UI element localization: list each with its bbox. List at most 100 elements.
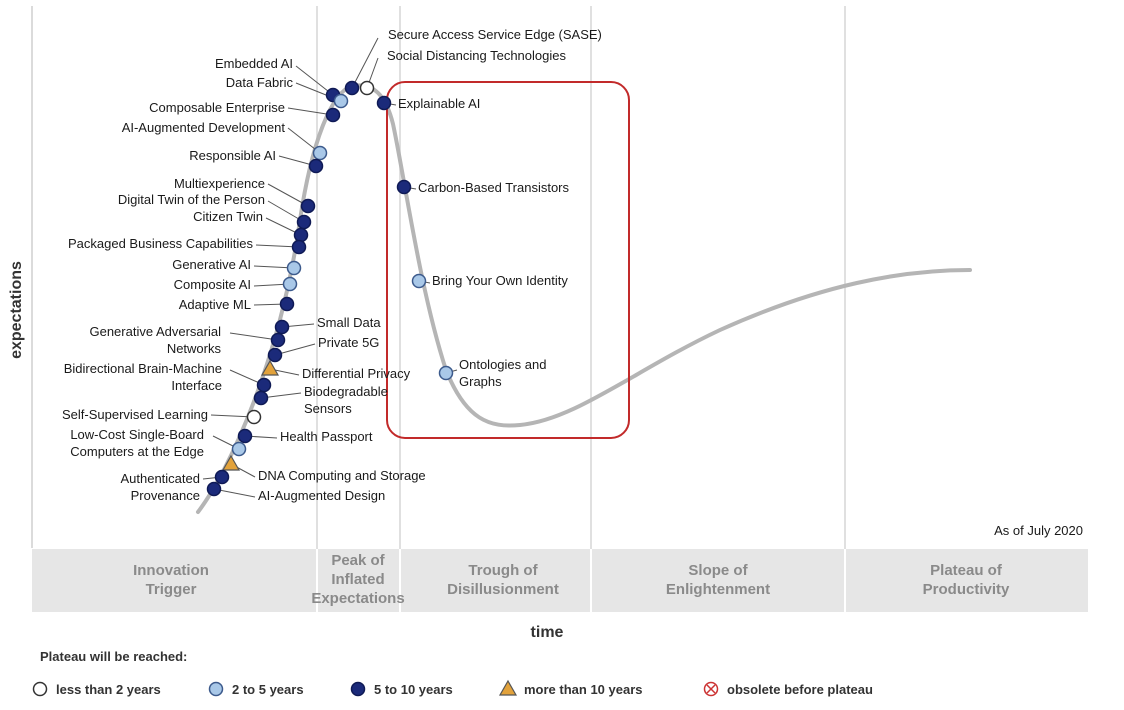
label-citizen-twin: Citizen Twin	[193, 209, 263, 224]
point-carbon-based-transistors	[396, 179, 412, 195]
leader-generative-adversarial-networks	[229, 332, 279, 341]
phase-line: Expectations	[311, 590, 404, 607]
label-line: Digital Twin of the Person	[118, 192, 265, 207]
point-packaged-business-capabilities	[291, 239, 307, 255]
label-carbon-based-transistors: Carbon-Based Transistors	[418, 180, 570, 195]
x-axis-title: time	[531, 624, 564, 641]
label-line: Graphs	[459, 374, 502, 389]
phase-line: Slope of	[688, 562, 748, 579]
point-differential-privacy	[260, 359, 280, 376]
label-ai-augmented-development: AI-Augmented Development	[122, 120, 286, 135]
point-low-cost-single-board-computers-at-the-edge	[231, 441, 247, 457]
label-line: Bring Your Own Identity	[432, 273, 568, 288]
label-digital-twin-of-the-person: Digital Twin of the Person	[118, 192, 265, 207]
label-generative-adversarial-networks: Generative Adversarial Networks	[89, 324, 221, 356]
label-line: Composable Enterprise	[149, 100, 285, 115]
phase-line: Trough of	[468, 562, 538, 579]
label-line: Sensors	[304, 401, 352, 416]
label-social-distancing-technologies: Social Distancing Technologies	[387, 48, 566, 63]
legend-title: Plateau will be reached:	[40, 649, 187, 664]
label-line: Generative AI	[172, 257, 251, 272]
legend-item-obsolete: obsolete before plateau	[703, 681, 873, 697]
label-authenticated-provenance: Authenticated Provenance	[120, 471, 200, 503]
legend-marker-cross	[706, 684, 716, 694]
point-generative-adversarial-networks	[270, 332, 286, 348]
point-bring-your-own-identity	[411, 273, 427, 289]
legend-label: more than 10 years	[524, 682, 643, 697]
tech-labels: Secure Access Service Edge (SASE) Social …	[62, 27, 602, 503]
label-data-fabric: Data Fabric	[226, 75, 294, 90]
label-line: Secure Access Service Edge (SASE)	[388, 27, 602, 42]
label-line: Computers at the Edge	[70, 444, 204, 459]
phase-innovation-trigger: Innovation Trigger	[133, 562, 209, 598]
label-line: Multiexperience	[174, 176, 265, 191]
label-line: Provenance	[131, 488, 200, 503]
label-bring-your-own-identity: Bring Your Own Identity	[432, 273, 568, 288]
label-multiexperience: Multiexperience	[174, 176, 265, 191]
leader-embedded-ai	[295, 65, 334, 96]
label-ai-augmented-design: AI-Augmented Design	[258, 488, 385, 503]
point-ai-augmented-development	[312, 145, 328, 161]
label-health-passport: Health Passport	[280, 429, 373, 444]
point-responsible-ai	[308, 158, 324, 174]
point-bidirectional-brain-machine-interface	[256, 377, 272, 393]
point-citizen-twin	[293, 227, 309, 243]
leader-composable-enterprise	[287, 107, 334, 116]
phase-plateau-of-productivity: Plateau of Productivity	[923, 562, 1010, 598]
legend-label: obsolete before plateau	[727, 682, 873, 697]
label-explainable-ai: Explainable AI	[398, 96, 480, 111]
y-axis-title: expectations	[8, 261, 25, 359]
highlight-rectangle	[386, 81, 630, 439]
chart-frame	[31, 6, 846, 612]
label-responsible-ai: Responsible AI	[189, 148, 276, 163]
label-line: Carbon-Based Transistors	[418, 180, 570, 195]
legend-marker	[350, 681, 366, 697]
point-data-fabric	[333, 93, 349, 109]
phase-line: Plateau of	[930, 562, 1003, 579]
label-line: Small Data	[317, 315, 381, 330]
point-digital-twin-of-the-person	[296, 214, 312, 230]
label-line: Biodegradable	[304, 384, 388, 399]
point-composable-enterprise	[325, 107, 341, 123]
legend-marker	[32, 681, 48, 697]
phase-line: Trigger	[146, 581, 197, 598]
phase-trough-of-disillusionment: Trough of Disillusionment	[447, 562, 559, 598]
phase-line: Disillusionment	[447, 581, 559, 598]
point-self-supervised-learning	[246, 409, 262, 425]
phase-band-background	[32, 549, 1088, 612]
point-private-5g	[267, 347, 283, 363]
label-line: Adaptive ML	[179, 297, 251, 312]
label-differential-privacy: Differential Privacy	[302, 366, 411, 381]
label-line: Bidirectional Brain-Machine	[64, 361, 222, 376]
label-packaged-business-capabilities: Packaged Business Capabilities	[68, 236, 253, 251]
label-line: Networks	[167, 341, 222, 356]
legend-item-2to5: 2 to 5 years	[208, 681, 304, 697]
leader-multiexperience	[267, 183, 309, 207]
point-biodegradable-sensors	[253, 390, 269, 406]
point-ai-augmented-design	[206, 481, 222, 497]
point-generative-ai	[286, 260, 302, 276]
legend-marker	[208, 681, 224, 697]
label-line: Packaged Business Capabilities	[68, 236, 253, 251]
label-line: Health Passport	[280, 429, 373, 444]
point-explainable-ai	[376, 95, 392, 111]
label-line: Low-Cost Single-Board	[70, 427, 204, 442]
label-line: Composite AI	[174, 277, 251, 292]
leader-secure-access-service-edge-sase	[351, 37, 379, 89]
label-line: Interface	[171, 378, 222, 393]
label-composite-ai: Composite AI	[174, 277, 251, 292]
legend-item-gt10: more than 10 years	[498, 679, 643, 697]
phase-line: Innovation	[133, 562, 209, 579]
point-small-data	[274, 319, 290, 335]
legend-label: 2 to 5 years	[232, 682, 304, 697]
point-health-passport	[237, 428, 253, 444]
label-composable-enterprise: Composable Enterprise	[149, 100, 285, 115]
point-secure-access-service-edge-sase	[344, 80, 360, 96]
axis-titles: expectations time As of July 2020	[8, 261, 1083, 641]
label-bidirectional-brain-machine-interface: Bidirectional Brain-Machine Interface	[64, 361, 222, 393]
label-generative-ai: Generative AI	[172, 257, 251, 272]
label-line: Generative Adversarial	[89, 324, 221, 339]
label-dna-computing-and-storage: DNA Computing and Storage	[258, 468, 426, 483]
point-social-distancing-technologies	[359, 80, 375, 96]
label-line: Data Fabric	[226, 75, 294, 90]
